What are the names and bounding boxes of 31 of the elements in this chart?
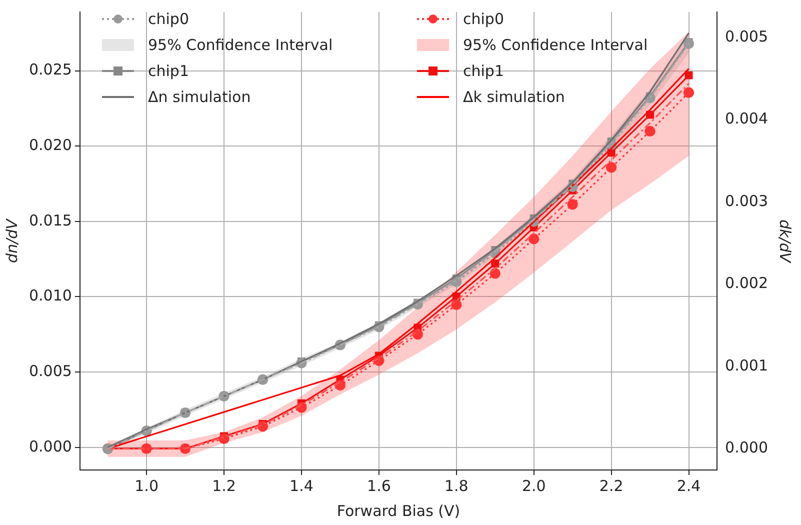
- x-axis-title: Forward Bias (V): [336, 502, 460, 520]
- legend-label: 95% Confidence Interval: [463, 36, 648, 54]
- y-tick-label: 0.015: [28, 211, 72, 230]
- y2-tick-label: 0.001: [725, 356, 768, 374]
- legend-label: chip0: [148, 10, 189, 28]
- legend-label: 95% Confidence Interval: [148, 36, 333, 54]
- y2-tick-label: 0.002: [725, 274, 768, 292]
- legend-label: chip0: [463, 10, 504, 28]
- y-tick-label: 0.010: [28, 286, 72, 305]
- legend-label: Δn simulation: [148, 88, 251, 106]
- y-tick-label: 0.005: [28, 362, 72, 380]
- y-axis-title: dn/dV: [2, 217, 21, 263]
- x-tick-label: 2.4: [676, 476, 701, 495]
- legend-label: chip1: [148, 62, 189, 80]
- x-tick-label: 1.4: [290, 476, 314, 495]
- y-tick-label: 0.000: [28, 437, 72, 456]
- y2-tick-label: 0.004: [725, 110, 768, 128]
- y-tick-label: 0.020: [28, 136, 72, 154]
- x-tick-label: 1.0: [134, 476, 158, 495]
- x-tick-label: 2.2: [599, 476, 624, 495]
- legend-label: Δk simulation: [463, 88, 565, 106]
- y2-tick-label: 0.005: [725, 27, 768, 46]
- y2-tick-label: 0.003: [725, 192, 768, 210]
- y2-tick-label: 0.000: [725, 438, 768, 457]
- legend-label: chip1: [463, 62, 504, 80]
- x-tick-label: 1.8: [444, 476, 468, 495]
- y-tick-label: 0.025: [28, 60, 72, 79]
- x-tick-label: 2.0: [522, 476, 546, 495]
- y2-axis-title: dk/dV: [776, 219, 794, 264]
- x-tick-label: 1.6: [367, 476, 391, 495]
- x-tick-label: 1.2: [212, 476, 236, 495]
